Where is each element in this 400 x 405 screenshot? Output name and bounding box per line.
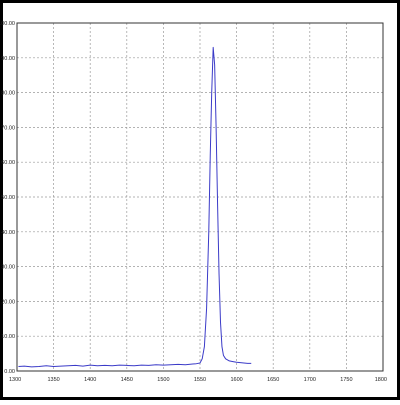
y-tick-label: 80.00 xyxy=(1,91,15,97)
y-tick-label: 40.00 xyxy=(1,230,15,236)
x-tick-label: 1750 xyxy=(340,377,352,383)
y-tick-label: 20.00 xyxy=(1,299,15,305)
x-tick-label: 1500 xyxy=(157,377,169,383)
x-tick-label: 1400 xyxy=(84,377,96,383)
x-tick-label: 1700 xyxy=(304,377,316,383)
x-tick-label: 1350 xyxy=(47,377,59,383)
series-line xyxy=(18,46,252,368)
x-tick-label: 1450 xyxy=(121,377,133,383)
y-tick-label: 90.00 xyxy=(1,56,15,62)
y-tick-label: 10.00 xyxy=(1,334,15,340)
y-tick-label: 0.00 xyxy=(4,369,15,375)
plot-area-border xyxy=(16,22,384,372)
y-tick-label: 50.00 xyxy=(1,195,15,201)
y-tick-label: 60.00 xyxy=(1,160,15,166)
x-tick-label: 1600 xyxy=(230,377,242,383)
y-tick-label: 70.00 xyxy=(1,125,15,131)
grid-layer xyxy=(17,23,383,371)
series-layer xyxy=(18,46,252,368)
x-axis-tick-labels: 1300 1350 1400 1450 1500 1550 1600 1650 1700 1750… xyxy=(9,377,387,383)
x-tick-label: 1800 xyxy=(375,377,387,383)
y-tick-label: 100.00 xyxy=(0,21,15,27)
y-axis-tick-labels: 0.00 10.00 20.00 30.00 40.00 50.00 60.00 70.00 8… xyxy=(0,21,15,375)
y-tick-label: 30.00 xyxy=(1,265,15,271)
x-tick-label: 1650 xyxy=(267,377,279,383)
x-tick-label: 1300 xyxy=(9,377,21,383)
x-tick-label: 1550 xyxy=(194,377,206,383)
